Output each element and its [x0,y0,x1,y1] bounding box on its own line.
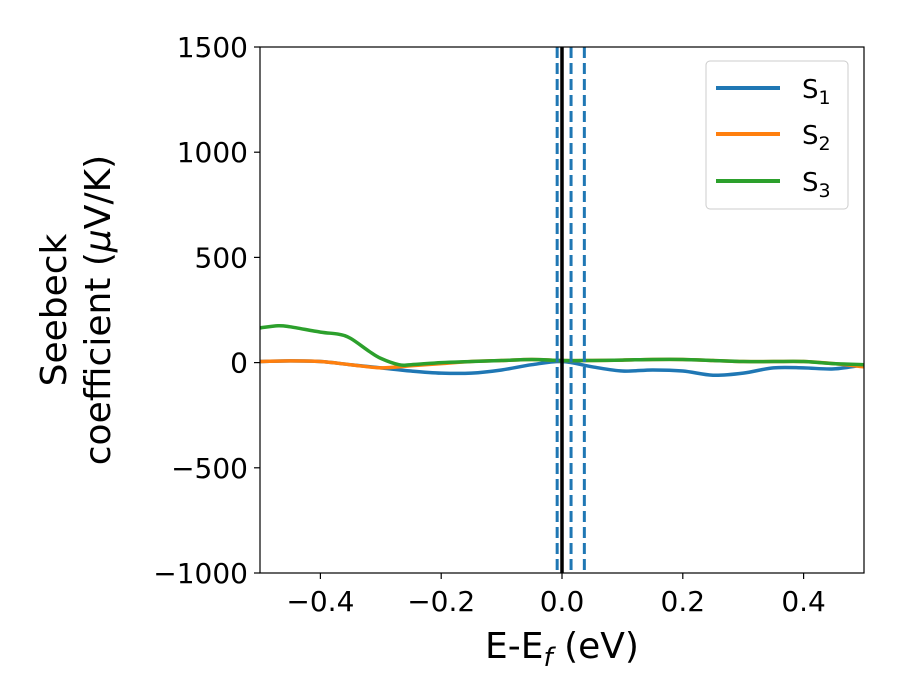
x-tick-label: 0.0 [540,585,585,618]
x-tick-label: 0.4 [781,585,826,618]
axis-ticks: −0.4 −0.2 0.0 0.2 0.4 −1000 −500 0 500 1000 1500 [153,31,826,618]
y-tick-label: −1000 [153,557,248,590]
x-axis-label: E-Ef (eV) [485,626,639,673]
legend-label-s3-main: S [802,168,819,198]
plot-marks [260,47,864,573]
x-axis-label-unit: (eV) [553,626,639,667]
y-axis-label-line1: Seebeck [34,233,75,386]
legend: S1 S2 S3 [705,60,849,210]
y-axis-label-line2: coefficient (μV/K) [78,155,119,465]
y-tick-label: −500 [171,452,248,485]
x-tick-label: −0.4 [286,585,354,618]
legend-label-s1-sub: 1 [819,87,831,109]
legend-label-s2: S2 [802,121,831,155]
y-tick-label: 1500 [177,31,248,64]
legend-label-s1: S1 [802,75,831,109]
x-axis-label-main: E-E [485,626,543,667]
legend-label-s1-main: S [802,75,819,105]
y-axis-label-line2-suffix: V/K) [78,155,119,229]
y-axis-label: Seebeck coefficient (μV/K) [34,155,119,465]
legend-label-s3: S3 [802,168,831,202]
legend-label-s3-sub: 3 [819,180,831,202]
x-tick-label: −0.2 [407,585,475,618]
legend-label-s2-sub: 2 [819,133,831,155]
y-tick-label: 500 [195,241,248,274]
y-tick-label: 1000 [177,136,248,169]
x-tick-label: 0.2 [661,585,706,618]
y-axis-label-line2-prefix: coefficient ( [78,252,119,465]
legend-label-s2-main: S [802,121,819,151]
y-tick-label: 0 [230,347,248,380]
series-line-s3 [260,323,864,368]
y-axis-label-mu: μ [78,229,119,253]
